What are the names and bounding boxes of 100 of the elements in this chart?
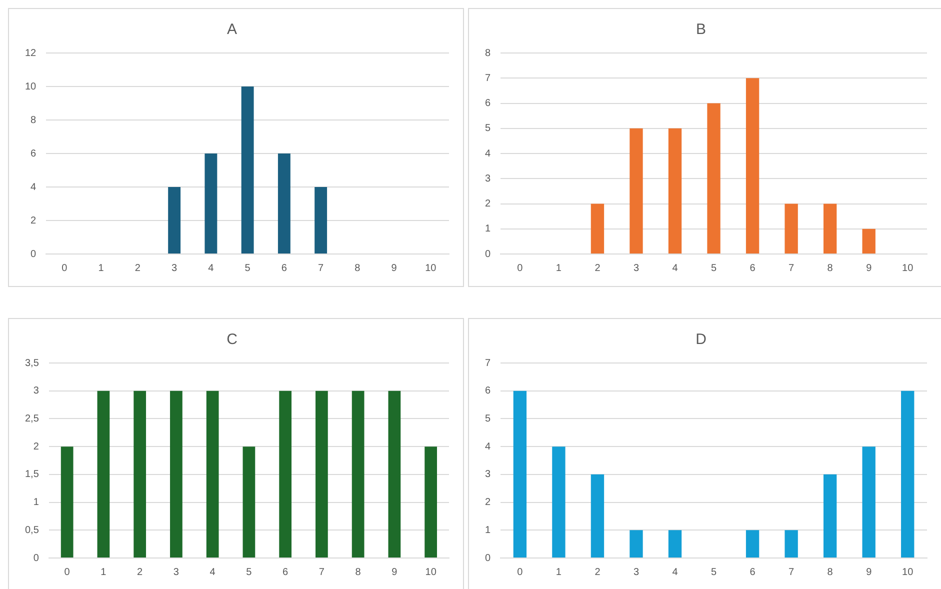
x-tick-label: 1 xyxy=(98,262,104,274)
y-tick-label: 0 xyxy=(485,248,491,260)
y-tick-label: 4 xyxy=(485,148,491,160)
x-tick-label: 7 xyxy=(318,262,324,274)
y-tick-label: 7 xyxy=(485,72,491,84)
y-tick-label: 7 xyxy=(485,358,491,369)
y-tick-label: 2 xyxy=(485,198,491,210)
y-tick-label: 0 xyxy=(33,552,40,564)
y-tick-label: 1 xyxy=(33,497,40,508)
bar xyxy=(513,390,527,558)
y-tick-label: 3,5 xyxy=(24,358,40,369)
chart-title: D xyxy=(696,331,707,348)
bar xyxy=(630,530,643,558)
x-tick-label: 6 xyxy=(750,566,756,578)
y-tick-label: 3 xyxy=(485,173,491,184)
chart-title: C xyxy=(226,331,238,348)
x-tick-label: 5 xyxy=(711,262,717,274)
x-tick-label: 9 xyxy=(866,262,872,274)
bar xyxy=(746,78,760,254)
x-tick-label: 5 xyxy=(711,566,717,578)
x-tick-label: 5 xyxy=(244,262,251,274)
y-tick-label: 2 xyxy=(30,215,37,226)
x-tick-label: 6 xyxy=(750,262,756,274)
y-tick-label: 6 xyxy=(485,386,491,397)
y-tick-label: 2,5 xyxy=(24,413,40,424)
x-tick-label: 7 xyxy=(788,566,795,578)
y-tick-label: 1,5 xyxy=(24,469,40,480)
y-tick-label: 10 xyxy=(25,81,37,92)
x-tick-label: 8 xyxy=(827,262,834,274)
x-tick-label: 4 xyxy=(672,262,678,274)
y-tick-label: 1 xyxy=(485,224,491,235)
bar xyxy=(668,128,682,254)
bar xyxy=(552,446,566,558)
x-tick-label: 2 xyxy=(134,262,141,274)
x-tick-label: 9 xyxy=(392,566,398,578)
y-tick-label: 4 xyxy=(30,182,37,193)
y-tick-label: 6 xyxy=(30,148,37,160)
x-tick-label: 1 xyxy=(556,262,562,274)
bar xyxy=(241,86,254,254)
x-tick-label: 1 xyxy=(556,566,562,578)
x-tick-label: 4 xyxy=(208,262,214,274)
x-tick-label: 0 xyxy=(62,262,68,274)
bar xyxy=(862,228,876,254)
x-tick-label: 9 xyxy=(866,566,872,578)
x-tick-label: 7 xyxy=(318,566,325,578)
x-tick-label: 10 xyxy=(902,566,914,578)
bar xyxy=(707,103,720,254)
y-tick-label: 12 xyxy=(25,48,37,59)
x-tick-label: 3 xyxy=(633,262,640,274)
bar xyxy=(784,530,798,558)
chart-title: A xyxy=(226,21,238,38)
y-tick-label: 0,5 xyxy=(24,524,40,536)
y-tick-label: 4 xyxy=(485,441,491,452)
x-tick-label: 0 xyxy=(517,566,524,578)
x-tick-label: 3 xyxy=(172,262,178,274)
y-tick-label: 5 xyxy=(485,413,491,424)
x-tick-label: 4 xyxy=(672,566,678,578)
bar xyxy=(278,154,290,254)
y-tick-label: 1 xyxy=(485,524,491,536)
x-tick-label: 6 xyxy=(282,566,289,578)
x-tick-label: 2 xyxy=(594,566,601,578)
x-tick-label: 10 xyxy=(425,566,437,578)
y-tick-label: 0 xyxy=(30,248,37,260)
bar xyxy=(823,474,837,558)
x-tick-label: 8 xyxy=(827,566,834,578)
x-tick-label: 3 xyxy=(633,566,640,578)
bar xyxy=(590,204,604,254)
bar xyxy=(746,530,760,558)
x-tick-label: 9 xyxy=(391,262,398,274)
bar xyxy=(668,530,682,558)
x-tick-label: 7 xyxy=(788,262,795,274)
x-tick-label: 3 xyxy=(173,566,180,578)
bar xyxy=(784,204,798,254)
bar xyxy=(823,204,837,254)
bar xyxy=(901,390,914,558)
x-tick-label: 5 xyxy=(246,566,252,578)
y-tick-label: 2 xyxy=(33,441,40,452)
y-tick-label: 8 xyxy=(485,48,491,59)
y-tick-label: 0 xyxy=(485,552,491,564)
x-tick-label: 1 xyxy=(100,566,107,578)
x-tick-label: 0 xyxy=(517,262,524,274)
x-tick-label: 8 xyxy=(355,566,362,578)
bar xyxy=(204,154,218,254)
x-tick-label: 10 xyxy=(425,262,437,274)
x-tick-label: 10 xyxy=(902,262,914,274)
y-tick-label: 8 xyxy=(30,114,37,126)
y-tick-label: 6 xyxy=(485,98,491,109)
y-tick-label: 5 xyxy=(485,123,491,134)
y-tick-label: 3 xyxy=(485,469,491,480)
y-tick-label: 2 xyxy=(485,497,491,508)
x-tick-label: 6 xyxy=(281,262,288,274)
y-tick-label: 3 xyxy=(33,386,40,397)
bar xyxy=(590,474,604,558)
bar xyxy=(630,128,643,254)
x-tick-label: 2 xyxy=(137,566,144,578)
x-tick-label: 8 xyxy=(354,262,361,274)
x-tick-label: 2 xyxy=(594,262,601,274)
bar xyxy=(862,446,876,558)
x-tick-label: 0 xyxy=(64,566,70,578)
chart-title: B xyxy=(696,21,706,38)
